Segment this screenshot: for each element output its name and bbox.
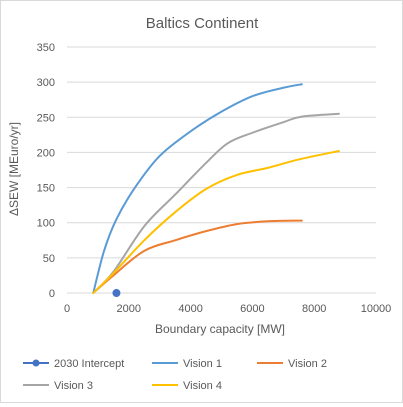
y-tick-label: 50 xyxy=(43,253,55,265)
legend-label: Vision 3 xyxy=(54,380,93,392)
y-tick-label: 250 xyxy=(37,112,55,124)
x-tick-label: 8000 xyxy=(302,303,326,315)
gridlines xyxy=(67,46,376,259)
legend-item-vision-4: Vision 4 xyxy=(152,380,222,392)
legend-label: 2030 Intercept xyxy=(54,358,124,370)
y-axis-title: ΔSEW [MEuro/yr] xyxy=(7,122,21,216)
y-tick-label: 300 xyxy=(37,77,55,89)
legend-item-vision-2: Vision 2 xyxy=(257,358,327,370)
series-line-vision-4 xyxy=(92,150,340,294)
y-tick-label: 100 xyxy=(37,218,55,230)
x-tick-label: 0 xyxy=(64,303,70,315)
series-line-vision-1 xyxy=(92,83,303,294)
x-tick-label: 6000 xyxy=(240,303,264,315)
legend-item-vision-3: Vision 3 xyxy=(23,380,93,392)
legend: 2030 Intercept Vision 1 Vision 2 Vision 3 Vi… xyxy=(23,358,327,392)
legend-label: Vision 1 xyxy=(183,358,222,370)
legend-label: Vision 4 xyxy=(183,380,222,392)
legend-label: Vision 2 xyxy=(288,358,327,370)
plot-area xyxy=(92,83,340,297)
data-point-2030-intercept xyxy=(112,289,121,297)
x-axis-title: Boundary capacity [MW] xyxy=(155,322,285,336)
legend-item-2030-intercept: 2030 Intercept xyxy=(23,358,124,370)
legend-marker xyxy=(32,359,40,367)
series-line-vision-3 xyxy=(92,112,340,294)
y-tick-label: 350 xyxy=(37,42,55,54)
y-tick-label: 200 xyxy=(37,147,55,159)
x-tick-label: 10000 xyxy=(361,303,392,315)
series-line-vision-2 xyxy=(92,219,303,294)
y-tick-label: 0 xyxy=(49,288,55,300)
axes: 0 50 100 150 200 250 300 350 0 2000 4000 6000 8000 10… xyxy=(37,42,392,315)
chart-title: Baltics Continent xyxy=(146,15,259,32)
x-tick-label: 4000 xyxy=(178,303,202,315)
x-tick-label: 2000 xyxy=(117,303,141,315)
y-tick-label: 150 xyxy=(37,183,55,195)
legend-item-vision-1: Vision 1 xyxy=(152,358,222,370)
